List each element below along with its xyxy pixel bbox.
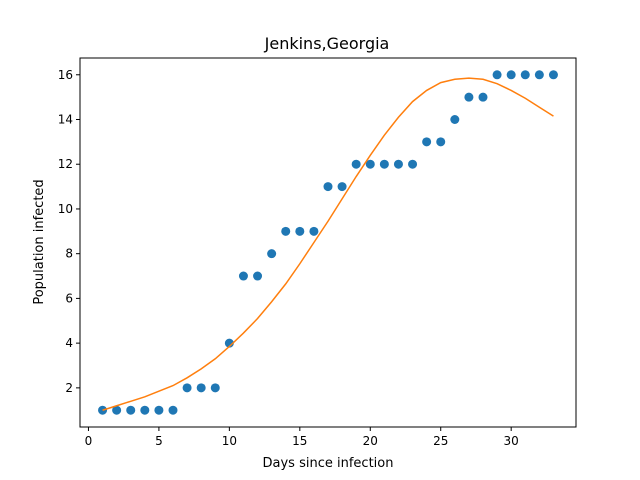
- data-point: [534, 70, 544, 80]
- data-point: [408, 159, 418, 169]
- data-point: [253, 271, 263, 281]
- data-point: [351, 159, 361, 169]
- data-point: [478, 92, 488, 102]
- fit-line: [102, 77, 554, 411]
- data-point: [126, 405, 136, 415]
- y-axis-ticks: 2 4 6 8 10 12 14 16: [58, 68, 80, 395]
- data-point: [506, 70, 516, 80]
- y-tick-label: 4: [65, 336, 73, 350]
- data-point: [224, 338, 234, 348]
- y-tick-label: 14: [58, 113, 73, 127]
- axes-frame: [79, 57, 577, 428]
- data-point: [422, 137, 432, 147]
- data-point: [520, 70, 530, 80]
- y-tick-label: 10: [58, 202, 73, 216]
- x-tick-label: 25: [433, 434, 448, 448]
- y-tick-label: 2: [65, 381, 73, 395]
- data-point: [210, 383, 220, 393]
- data-point: [281, 226, 291, 236]
- data-point: [140, 405, 150, 415]
- data-point: [323, 182, 333, 192]
- y-tick-label: 16: [58, 68, 73, 82]
- x-axis-ticks: 0 5 10 15 20 25 30: [85, 427, 519, 448]
- x-tick-label: 20: [363, 434, 378, 448]
- data-point: [492, 70, 502, 80]
- chart-title: Jenkins,Georgia: [264, 34, 390, 53]
- y-tick-label: 8: [65, 247, 73, 261]
- data-point: [393, 159, 403, 169]
- data-point: [548, 70, 558, 80]
- data-point: [238, 271, 248, 281]
- data-point: [196, 383, 206, 393]
- y-axis-label: Population infected: [32, 179, 47, 304]
- data-point: [464, 92, 474, 102]
- data-point: [450, 115, 460, 124]
- data-point: [365, 159, 375, 169]
- data-point: [182, 383, 192, 393]
- x-tick-label: 5: [155, 434, 163, 448]
- y-tick-label: 12: [58, 157, 73, 171]
- data-point: [337, 182, 347, 192]
- data-point: [309, 226, 319, 236]
- data-point: [168, 405, 178, 415]
- data-point: [379, 159, 389, 169]
- x-tick-label: 15: [292, 434, 307, 448]
- data-point: [112, 405, 122, 415]
- data-point: [267, 249, 277, 259]
- x-tick-label: 0: [85, 434, 93, 448]
- x-axis-label: Days since infection: [263, 456, 394, 471]
- x-tick-label: 30: [504, 434, 519, 448]
- plot-area: [98, 70, 558, 415]
- data-point: [295, 226, 305, 236]
- data-point: [436, 137, 446, 147]
- y-tick-label: 6: [65, 291, 73, 305]
- x-tick-label: 10: [222, 434, 237, 448]
- data-point: [154, 405, 164, 415]
